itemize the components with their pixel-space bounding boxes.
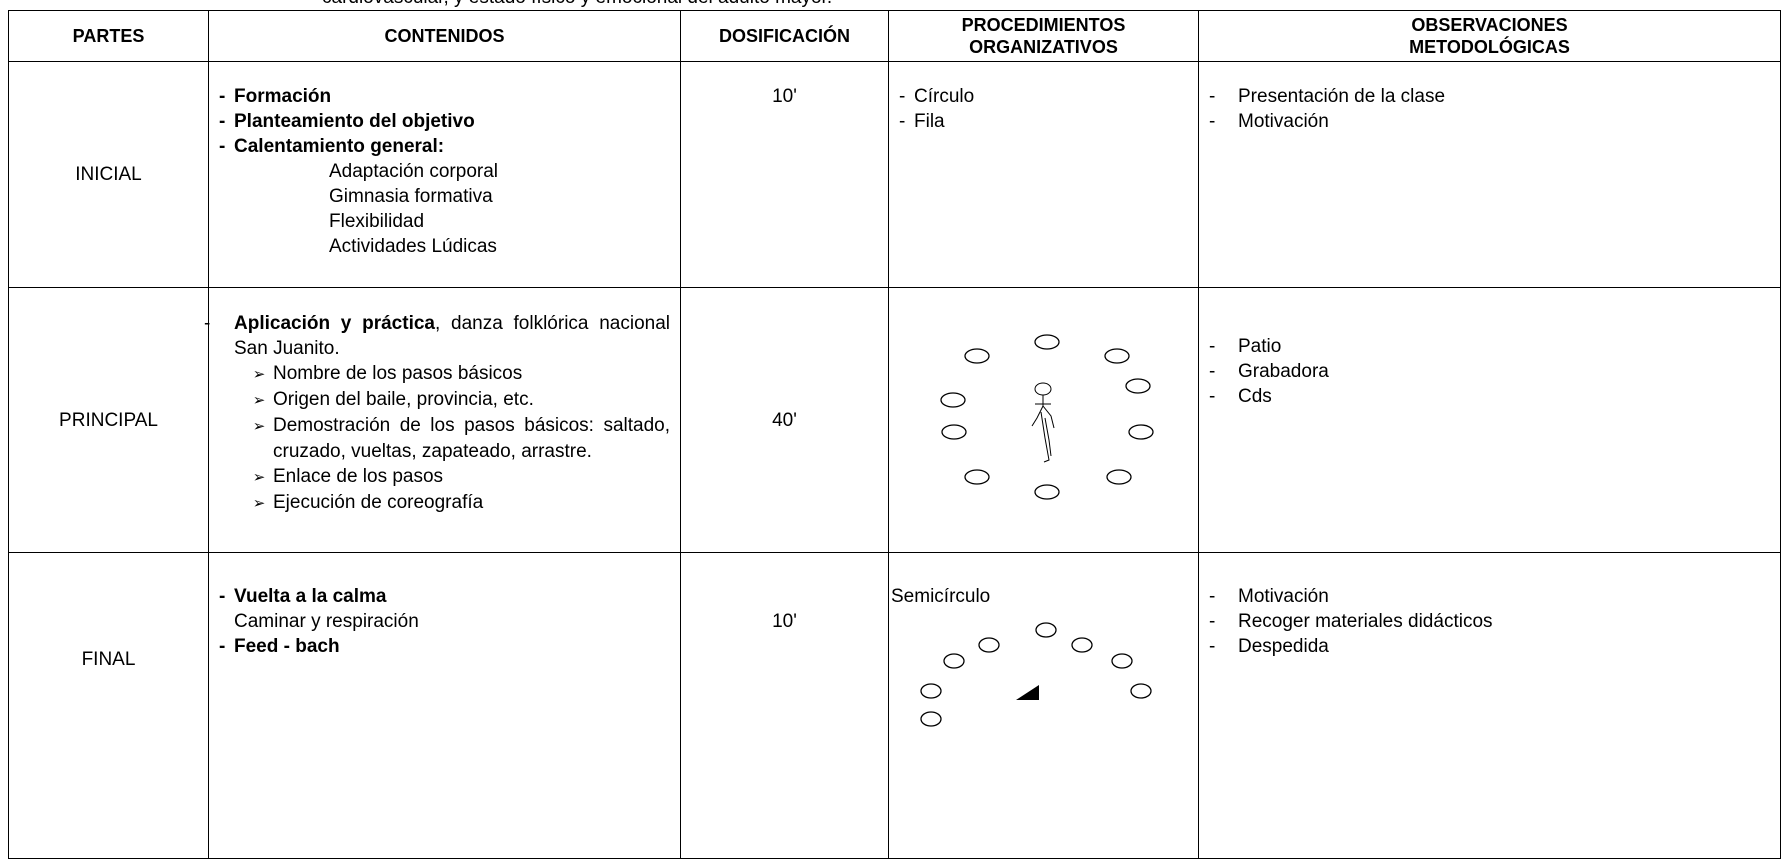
item: Círculo [899,84,1188,109]
item: Motivación [1209,109,1770,134]
item-text: Cds [1238,386,1272,407]
item: Vuelta a la calma [219,584,670,609]
parte: INICIAL [8,61,209,288]
subitem: Flexibilidad [329,211,425,232]
lesson-table: PARTES CONTENIDOS DOSIFICACIÓN PROCEDIMI… [8,10,1781,859]
item-text: Grabadora [1238,361,1329,382]
parte: FINAL [8,552,209,859]
item: Cds [1209,384,1770,409]
item: Despedida [1209,634,1770,659]
item-text: Planteamiento del objetivo [234,111,475,132]
lead-rest: , danza folklórica nacional San Juanito. [234,313,670,359]
item: Presentación de la clase [1209,84,1770,109]
header: PROCEDIMIENTOS ORGANIZATIVOS [888,10,1199,62]
step: Nombre de los pasos básicos [219,361,670,387]
item: Recoger materiales didácticos [1209,609,1770,634]
step-text: Demostración de los pasos básicos: salta… [273,415,670,462]
procedimientos: Semicírculo [888,552,1199,859]
step-text: Enlace de los pasos [273,466,444,487]
item: Calentamiento general: [219,134,670,159]
observaciones: Motivación Recoger materiales didácticos… [1198,552,1781,859]
contenidos: Aplicación y práctica, danza folklórica … [208,287,681,553]
item: Formación [219,84,670,109]
header-text: PARTES [72,26,145,46]
header-text: PROCEDIMIENTOS [961,15,1126,35]
item: Fila [899,109,1188,134]
header-text: CONTENIDOS [384,26,505,46]
dosificacion: 40' [680,287,889,553]
step: Enlace de los pasos [219,464,670,490]
header-text: OBSERVACIONES [1411,15,1568,35]
header-note: cardiovascular, y estado físico y emocio… [322,0,832,9]
item-text: Fila [914,111,945,132]
row: INICIAL Formación Planteamiento del obje… [8,61,1781,288]
subitem: Gimnasia formativa [329,186,493,207]
step: Origen del baile, provincia, etc. [219,387,670,413]
observaciones: Presentación de la clase Motivación [1198,61,1781,288]
procedimiento-text: Semicírculo [891,586,991,607]
item-text: Vuelta a la calma [234,586,387,607]
procedimientos: Círculo Fila [888,61,1199,288]
row: PRINCIPAL Aplicación y práctica, danza f… [8,287,1781,553]
item: Motivación [1209,584,1770,609]
item-text: Presentación de la clase [1238,86,1446,107]
item: Feed - bach [219,634,670,659]
item: Planteamiento del objetivo [219,109,670,134]
lead-bold: Aplicación y práctica [234,313,435,334]
item-text: Motivación [1238,586,1329,607]
dosificacion: 10' [680,552,889,859]
header: CONTENIDOS [208,10,681,62]
observaciones: Patio Grabadora Cds [1198,287,1781,553]
lead: Aplicación y práctica, danza folklórica … [219,311,670,361]
item: Patio [1209,334,1770,359]
item-text: Motivación [1238,111,1329,132]
item-text: Calentamiento general: [234,136,445,157]
circle-diagram [940,334,1154,500]
step: Demostración de los pasos básicos: salta… [219,413,670,464]
header-text: METODOLÓGICAS [1409,37,1570,57]
header: OBSERVACIONES METODOLÓGICAS [1198,10,1781,62]
plain-item: Caminar y respiración [234,611,419,632]
step: Ejecución de coreografía [219,490,670,516]
header: PARTES [8,10,209,62]
header-row: PARTES CONTENIDOS DOSIFICACIÓN PROCEDIMI… [8,10,1781,62]
item-text: Formación [234,86,332,107]
dosificacion: 10' [680,61,889,288]
row: FINAL Vuelta a la calma Caminar y respir… [8,552,1781,859]
item-text: Patio [1238,336,1282,357]
step-text: Nombre de los pasos básicos [273,363,523,384]
parte: PRINCIPAL [8,287,209,553]
header-text: ORGANIZATIVOS [969,37,1118,57]
semicircle-diagram [920,622,1152,727]
step-text: Origen del baile, provincia, etc. [273,389,534,410]
contenidos: Formación Planteamiento del objetivo Cal… [208,61,681,288]
item-text: Feed - bach [234,636,340,657]
item-text: Despedida [1238,636,1329,657]
item: Grabadora [1209,359,1770,384]
step-text: Ejecución de coreografía [273,492,484,513]
subitem: Adaptación corporal [329,161,498,182]
subitem: Actividades Lúdicas [329,236,497,257]
item-text: Círculo [914,86,975,107]
header: DOSIFICACIÓN [680,10,889,62]
contenidos: Vuelta a la calma Caminar y respiración … [208,552,681,859]
procedimientos [888,287,1199,553]
header-text: DOSIFICACIÓN [718,26,850,46]
item-text: Recoger materiales didácticos [1238,611,1493,632]
